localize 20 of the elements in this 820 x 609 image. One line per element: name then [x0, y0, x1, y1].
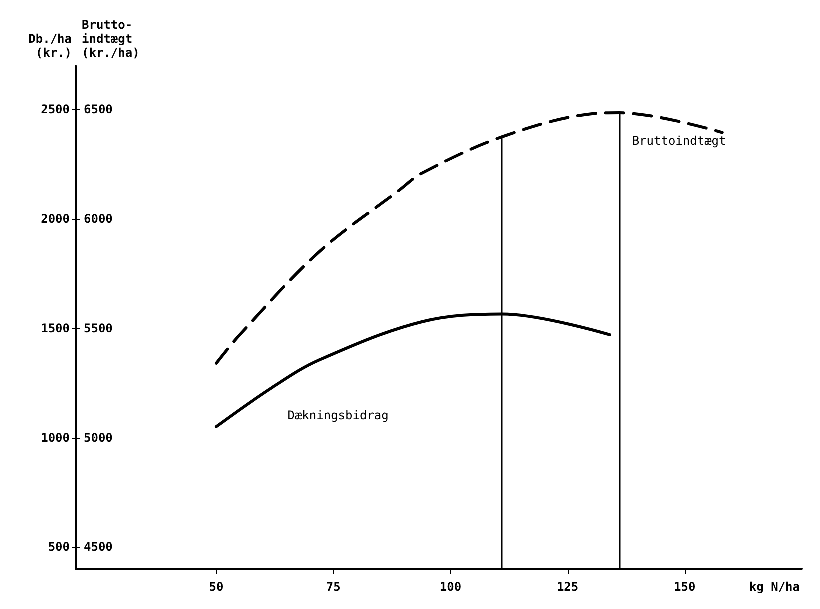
y-tick-label: 2000 [41, 212, 70, 226]
y-tick-label: 500 [48, 540, 70, 554]
series-label: Bruttoindtægt [632, 134, 726, 148]
text: Dækningsbidrag [288, 408, 389, 422]
y-tick-label: 1500 [41, 321, 70, 336]
x-tick-label: 100 [440, 580, 462, 594]
y-axis-title: Db./ha (kr.) [28, 32, 72, 60]
y2-tick-label: 6500 [84, 102, 113, 117]
y2-tick-label: 4500 [84, 540, 113, 554]
y-tick-label: 2500 [41, 102, 70, 117]
x-tick-label: 50 [209, 580, 224, 594]
y2-tick-label: 5500 [84, 321, 113, 336]
x-tick-label: 125 [556, 580, 579, 594]
x-tick-label: 75 [326, 580, 341, 594]
y2-tick-label: 5000 [84, 430, 113, 445]
y2-tick-label: 6000 [84, 212, 113, 226]
y2-axis-title: Brutto- indtægt (kr./ha) [82, 18, 140, 60]
x-tick-label: 150 [674, 580, 696, 594]
y-tick-label: 1000 [41, 430, 70, 445]
x-axis-title: kg N/ha [749, 580, 800, 594]
